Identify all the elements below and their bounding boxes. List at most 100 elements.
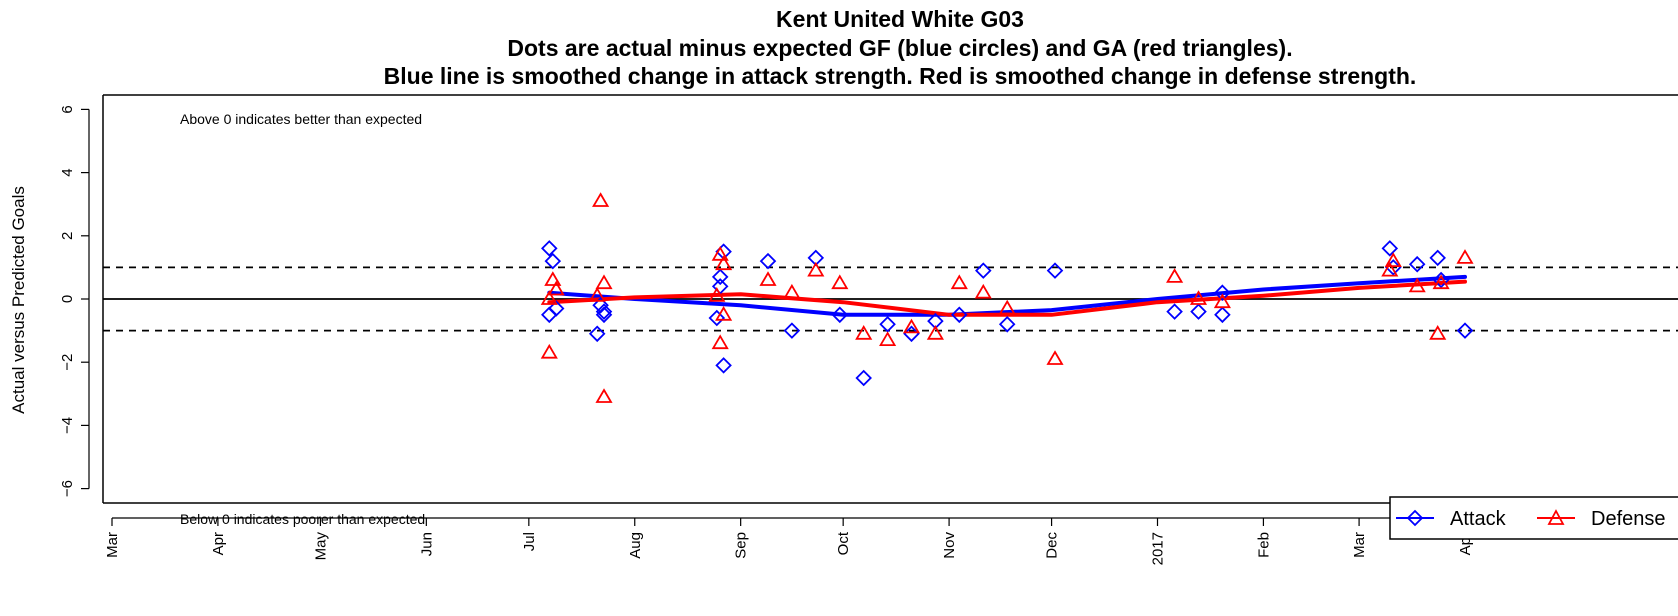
chart-titles: Kent United White G03 Dots are actual mi… xyxy=(384,6,1417,89)
defense-point xyxy=(547,280,565,296)
attack-point xyxy=(1381,240,1399,257)
y-tick-label: 0 xyxy=(59,295,76,303)
legend-defense-triangle-icon xyxy=(1547,509,1565,525)
defense-point xyxy=(1408,277,1426,293)
defense-point xyxy=(1432,274,1450,290)
attack-point xyxy=(831,306,849,324)
defense-point xyxy=(998,299,1016,315)
attack-point xyxy=(951,306,968,324)
defense-point xyxy=(902,318,921,334)
defense-point xyxy=(595,274,613,290)
defense-point xyxy=(715,306,733,321)
x-tick-label: Jun xyxy=(418,532,435,556)
defense-point xyxy=(1166,268,1184,283)
attack-point xyxy=(708,309,726,327)
annotation-top: Above 0 indicates better than expected xyxy=(180,111,422,127)
defense-point xyxy=(711,334,729,350)
defense-point xyxy=(708,287,726,302)
defense-point xyxy=(855,325,873,340)
legend-entry-attack: Attack xyxy=(1396,508,1507,530)
defense-smooth-line xyxy=(547,279,1467,317)
attack-point xyxy=(1166,303,1183,320)
attack-point xyxy=(715,357,732,374)
defense-point xyxy=(879,331,897,347)
attack-point xyxy=(1190,303,1207,320)
y-tick-label: −6 xyxy=(59,480,76,497)
attack-point xyxy=(903,325,920,343)
defense-point xyxy=(759,271,777,286)
x-tick-label: Sep xyxy=(733,532,750,559)
attack-point xyxy=(547,300,565,317)
x-tick-label: 2017 xyxy=(1150,532,1167,565)
x-tick-label: Aug xyxy=(627,532,644,559)
defense-point xyxy=(544,271,562,286)
defense-point xyxy=(592,192,610,207)
defense-point xyxy=(588,287,606,302)
attack-point xyxy=(975,262,992,279)
attack-point xyxy=(1408,255,1426,273)
attack-point xyxy=(544,252,562,270)
defense-point xyxy=(926,325,944,340)
attack-point xyxy=(879,316,896,333)
defense-point xyxy=(831,274,849,290)
attack-point xyxy=(759,252,777,270)
y-tick-label: 4 xyxy=(59,168,76,176)
attack-point xyxy=(595,306,613,324)
legend-attack-label: Attack xyxy=(1450,508,1507,530)
legend-attack-diamond-icon xyxy=(1406,509,1424,527)
attack-point xyxy=(998,316,1016,333)
y-tick-label: 6 xyxy=(59,105,76,113)
attack-point xyxy=(1456,322,1474,339)
legend-box xyxy=(1389,496,1678,540)
defense-point xyxy=(1429,325,1447,340)
x-tick-label: May xyxy=(312,532,329,561)
attack-point xyxy=(711,268,729,286)
defense-point xyxy=(540,343,558,359)
defense-point xyxy=(711,246,729,261)
attack-point xyxy=(855,369,872,387)
x-tick-label: Nov xyxy=(941,532,958,559)
attack-point xyxy=(1046,262,1064,279)
attack-point xyxy=(1214,284,1231,301)
attack-point xyxy=(595,303,613,320)
plot-area: −6 −4 −2 0 2 4 6 Mar Apr May Jun Jul Aug Sep Oct Nov Dec… xyxy=(59,94,1678,565)
defense-point xyxy=(1456,249,1474,264)
defense-point xyxy=(1381,261,1399,277)
defense-point xyxy=(807,261,825,277)
defense-point xyxy=(1384,252,1402,268)
legend-defense-label: Defense xyxy=(1591,508,1666,530)
attack-point xyxy=(588,325,606,343)
attack-point xyxy=(541,306,558,324)
defense-point xyxy=(595,388,613,403)
attack-point xyxy=(1432,271,1450,289)
x-tick-label: Oct xyxy=(835,531,852,555)
attack-point xyxy=(1429,249,1446,267)
defense-point xyxy=(1213,293,1231,309)
defense-point xyxy=(1189,290,1208,305)
legend-entry-defense: Defense xyxy=(1537,508,1666,530)
defense-point xyxy=(950,274,968,290)
legend: Attack Defense xyxy=(1389,496,1678,540)
attack-point xyxy=(783,322,801,339)
x-tick-label: Apr xyxy=(210,532,227,555)
x-tick-label: Mar xyxy=(1351,532,1368,558)
x-tick-label: Dec xyxy=(1044,532,1061,559)
defense-point xyxy=(974,283,992,299)
attack-point xyxy=(1214,306,1231,324)
chart-title-line-1: Kent United White G03 xyxy=(776,6,1024,32)
defense-point xyxy=(540,290,558,305)
annotation-bottom: Below 0 indicates poorer than expected xyxy=(180,511,425,527)
defense-point xyxy=(783,283,801,299)
defense-point xyxy=(715,255,733,271)
y-tick-label: −2 xyxy=(59,354,76,371)
defense-point xyxy=(1046,350,1064,365)
chart-title-line-3: Blue line is smoothed change in attack s… xyxy=(384,63,1417,89)
y-tick-label: 2 xyxy=(59,232,76,240)
y-tick-label: −4 xyxy=(59,417,76,434)
x-tick-label: Jul xyxy=(521,532,538,551)
attack-point xyxy=(541,240,558,257)
x-tick-label: Feb xyxy=(1255,532,1272,558)
x-tick-label: Mar xyxy=(104,532,121,558)
